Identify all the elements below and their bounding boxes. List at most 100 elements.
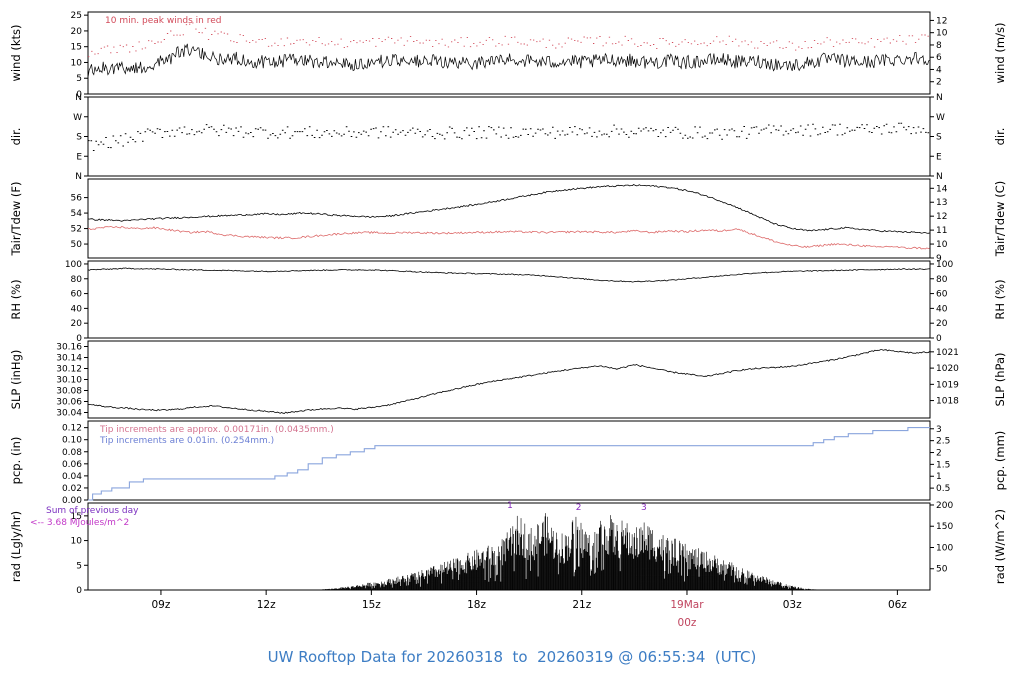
precip-accum-step [88,427,930,501]
x-axis: 09z 12z 15z 18z 21z 19Mar 00z 03z 06z [152,590,907,629]
peak-wind-dots [88,22,929,58]
ylabel-left-wind: wind (kts) [9,25,23,82]
panel-border [87,178,931,259]
panel-tair-tdew: 50 52 54 56 9 10 11 12 13 14 Tair/Tdew (F) Tair/Tde… [9,178,1007,264]
ytick-left-label: 10 [71,58,83,68]
ytick-right-label: 10 [936,240,948,250]
ytick-right-label: 2.5 [936,437,950,447]
sum-previous-day-note: Sum of previous day [46,506,139,516]
ytick-right-label: 2 [936,78,942,88]
ytick-left-label: E [76,152,82,162]
panel-rh: 0 20 40 60 80 100 0 20 40 60 80 100 RH (%) RH (%) [9,260,1007,344]
ytick-right-label: 100 [936,543,953,553]
x-tick-label: 09z [152,599,171,611]
ytick-right-label: 0.5 [936,484,950,494]
ytick-left-label: 20 [71,319,83,329]
x-tick-label: 06z [888,599,907,611]
ytick-left-label: 60 [71,290,83,300]
ytick-left-label: W [73,113,82,123]
ytick-left-label: 10 [71,537,83,547]
ytick-right-label: 3 [936,425,942,435]
ylabel-right-slp: SLP (hPa) [993,352,1007,406]
ylabel-right-rad: rad (W/m^2) [993,509,1007,584]
ytick-right-label: 20 [936,319,948,329]
ytick-left-label: 0.08 [62,448,82,458]
slp-line [87,349,930,414]
ylabel-right-wind: wind (m/s) [993,23,1007,84]
wind-speed-line [87,43,931,78]
ytick-right-label: 4 [936,65,942,75]
ytick-right-label: N [936,172,943,182]
rad-peak-2: 2 [576,503,582,513]
ytick-left-label: 30.08 [56,387,82,397]
x-tick-label: 18z [467,599,486,611]
ytick-left-label: 0.12 [62,424,82,434]
ytick-left-label: 20 [71,27,83,37]
ytick-right-label: 100 [936,260,953,270]
ytick-right-label: 9 [936,254,942,264]
ytick-left-label: 0.00 [62,496,82,506]
ytick-left-label: 15 [71,43,82,53]
peak-wind-note: 10 min. peak winds in red [105,16,222,26]
tdew-line [88,226,930,250]
ylabel-right-dir: dir. [993,128,1007,146]
panel-wind: 0 5 10 15 20 25 2 4 6 8 10 12 wind (kts) wind (m/s) 10… [9,11,1007,100]
ytick-right-label: 50 [936,565,948,575]
ytick-left-label: 0 [76,334,82,344]
ytick-right-label: 1020 [936,364,959,374]
ytick-left-label: 30.14 [56,354,82,364]
ytick-right-label: W [936,113,945,123]
tip-increment-note-blue: Tip increments are 0.01in. (0.254mm.) [99,436,274,446]
ytick-right-label: 1.5 [936,460,950,470]
ytick-left-label: 15 [71,512,82,522]
sum-value-note: <-- 3.68 MJoules/m^2 [30,518,129,528]
ylabel-left-rad: rad (Lgly/hr) [9,511,23,582]
ytick-right-label: S [936,133,942,143]
ytick-left-label: 0.06 [62,460,82,470]
ytick-right-label: 150 [936,522,953,532]
ytick-right-label: E [936,152,942,162]
ytick-right-label: 13 [936,198,947,208]
tair-line [87,184,930,234]
x-tick-label: 15z [362,599,381,611]
ytick-left-label: 0 [76,90,82,100]
ytick-left-label: 0 [76,586,82,596]
ytick-right-label: 40 [936,304,948,314]
ytick-left-label: N [75,172,82,182]
ytick-left-label: 30.12 [56,365,82,375]
ytick-left-label: 56 [71,194,83,204]
ytick-right-label: N [936,93,943,103]
chart-title: UW Rooftop Data for 20260318 to 20260319… [267,648,757,666]
ytick-left-label: 0.02 [62,484,82,494]
x-tick-label2: 00z [678,617,697,629]
ytick-left-label: 0.10 [62,436,82,446]
x-tick-label: 03z [783,599,802,611]
ytick-left-label: 25 [71,11,82,21]
ytick-left-label: N [75,93,82,103]
ytick-left-label: 30.16 [56,343,82,353]
ytick-right-label: 1021 [936,348,959,358]
x-tick-label: 12z [257,599,276,611]
ylabel-right-rh: RH (%) [993,279,1007,319]
x-tick-label: 21z [572,599,591,611]
ytick-right-label: 14 [936,184,948,194]
ytick-right-label: 200 [936,501,953,511]
ylabel-left-pcp: pcp. (in) [9,437,23,485]
ylabel-left-tair-tdew: Tair/Tdew (F) [9,181,23,256]
ytick-right-label: 11 [936,226,947,236]
rh-line [87,267,930,283]
ylabel-right-tair-tdew: Tair/Tdew (C) [993,181,1007,257]
ytick-right-label: 6 [936,53,942,63]
ytick-left-label: 0.04 [62,472,82,482]
panel-border [87,420,931,501]
wind-direction-dots [88,122,930,151]
ylabel-left-rh: RH (%) [9,279,23,319]
ylabel-left-dir: dir. [9,128,23,146]
ytick-left-label: 30.04 [56,409,82,419]
ytick-right-label: 8 [936,41,942,51]
panel-border [87,96,931,177]
ytick-right-label: 0 [936,334,942,344]
